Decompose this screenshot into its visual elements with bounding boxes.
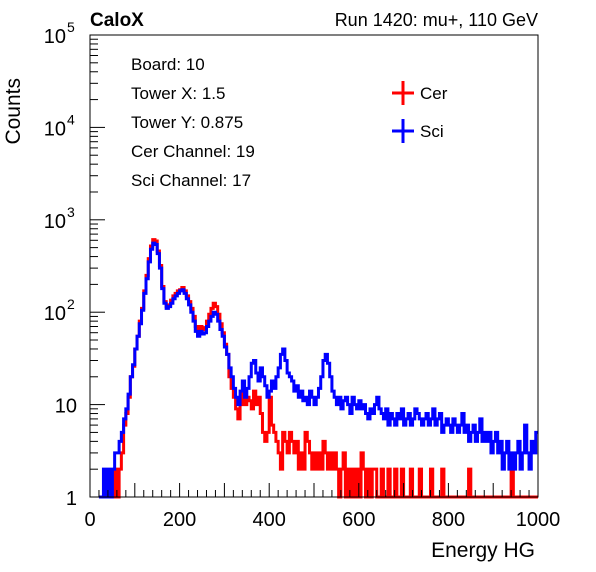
legend-marker-sci xyxy=(392,119,414,143)
y-tick-exponent: 3 xyxy=(67,204,75,220)
y-tick-exponent: 4 xyxy=(67,111,75,127)
y-tick-label: 1 xyxy=(66,488,77,510)
legend-marker-cer xyxy=(392,81,414,105)
y-tick-label: 10 xyxy=(44,26,66,48)
brand-label: CaloX xyxy=(90,10,144,31)
series-layer xyxy=(98,238,538,499)
y-tick-label: 10 xyxy=(55,396,77,418)
y-tick-exponent: 2 xyxy=(67,296,75,312)
x-tick-label: 0 xyxy=(84,509,95,531)
y-axis-title: Counts xyxy=(2,78,25,145)
info-box: Board: 10 Tower X: 1.5 Tower Y: 0.875 Ce… xyxy=(131,55,255,190)
y-tick-label: 10 xyxy=(44,211,66,233)
info-board: Board: 10 xyxy=(131,55,205,74)
y-tick-label: 10 xyxy=(44,303,66,325)
x-tick-label: 200 xyxy=(163,509,196,531)
legend-label-cer: Cer xyxy=(420,84,448,103)
series-line-sci xyxy=(98,241,538,499)
legend: Cer Sci xyxy=(392,81,448,143)
info-tower-x: Tower X: 1.5 xyxy=(131,84,226,103)
y-tick-label: 10 xyxy=(44,118,66,140)
y-tick-exponent: 5 xyxy=(67,19,75,35)
x-axis-title: Energy HG xyxy=(431,539,535,562)
x-tick-label: 400 xyxy=(253,509,286,531)
legend-label-sci: Sci xyxy=(420,122,444,141)
x-tick-label: 600 xyxy=(342,509,375,531)
run-info-label: Run 1420: mu+, 110 GeV xyxy=(335,10,538,30)
x-tick-label: 1000 xyxy=(516,509,561,531)
info-sci-channel: Sci Channel: 17 xyxy=(131,171,251,190)
info-cer-channel: Cer Channel: 19 xyxy=(131,142,255,161)
x-axis: 0 200 400 600 800 1000 xyxy=(84,483,560,531)
info-tower-y: Tower Y: 0.875 xyxy=(131,113,243,132)
x-tick-label: 800 xyxy=(432,509,465,531)
